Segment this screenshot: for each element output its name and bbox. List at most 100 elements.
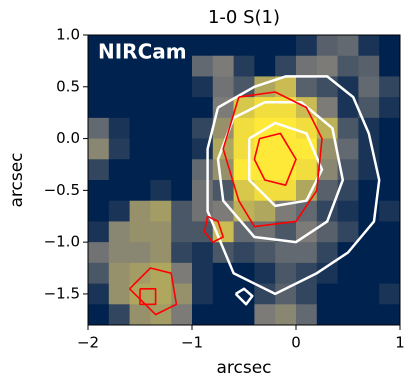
pixel xyxy=(296,304,318,326)
pixel xyxy=(358,76,380,98)
pixel xyxy=(296,117,318,140)
pixel xyxy=(192,283,214,305)
y-axis-label: arcsec xyxy=(7,152,27,207)
pixel xyxy=(233,117,255,140)
pixel xyxy=(296,200,318,222)
pixel xyxy=(192,97,214,119)
pixel xyxy=(296,159,318,181)
pixel xyxy=(296,180,318,202)
pixel xyxy=(171,200,193,222)
x-tick-label: −1 xyxy=(181,334,203,352)
pixel xyxy=(358,138,380,160)
pixel xyxy=(88,35,110,57)
pixel xyxy=(379,242,401,264)
pixel xyxy=(108,35,131,57)
pixel xyxy=(233,159,255,181)
pixel xyxy=(150,221,172,243)
pixel xyxy=(316,262,339,285)
pixel xyxy=(358,283,380,305)
pixel xyxy=(275,159,297,181)
pixel xyxy=(129,55,151,77)
pixel xyxy=(88,283,110,305)
pixel xyxy=(275,242,297,264)
x-tick-label: 0 xyxy=(291,334,301,352)
y-tick-label: −0.5 xyxy=(44,181,80,199)
pixel xyxy=(192,262,214,285)
pixel xyxy=(337,283,359,305)
pixel xyxy=(296,55,318,77)
pixel xyxy=(233,180,255,202)
pixel xyxy=(129,159,151,181)
pixel xyxy=(337,35,359,57)
pixel xyxy=(358,242,380,264)
pixel xyxy=(379,117,401,140)
pixel xyxy=(337,304,359,326)
pixel xyxy=(150,55,172,77)
pixel xyxy=(108,221,131,243)
pixel xyxy=(254,138,276,160)
pixel xyxy=(171,304,193,326)
pixel xyxy=(192,35,214,57)
pixel xyxy=(275,262,297,285)
pixel xyxy=(129,35,151,57)
contour xyxy=(129,267,178,316)
pixel xyxy=(88,304,110,326)
pixel xyxy=(316,180,339,202)
pixel xyxy=(150,200,172,222)
pixel xyxy=(358,180,380,202)
pixel xyxy=(316,159,339,181)
pixel xyxy=(212,76,235,98)
pixel xyxy=(150,262,172,285)
pixel xyxy=(150,117,172,140)
pixel xyxy=(379,97,401,119)
pixel xyxy=(296,283,318,305)
pixel xyxy=(129,180,151,202)
pixel xyxy=(88,159,110,181)
pixel xyxy=(88,76,110,98)
pixel xyxy=(129,242,151,264)
pixel xyxy=(129,200,151,222)
pixel xyxy=(379,221,401,243)
pixel xyxy=(150,159,172,181)
pixel xyxy=(254,262,276,285)
pixel xyxy=(379,138,401,160)
pixel xyxy=(379,159,401,181)
pixel xyxy=(171,117,193,140)
pixel xyxy=(129,221,151,243)
pixel xyxy=(171,262,193,285)
pixel xyxy=(358,97,380,119)
chart-title: 1-0 S(1) xyxy=(208,7,280,28)
pixel xyxy=(129,262,151,285)
pixel xyxy=(233,200,255,222)
pixel xyxy=(337,76,359,98)
pixel xyxy=(108,117,131,140)
pixel xyxy=(108,97,131,119)
pixel xyxy=(108,262,131,285)
contour xyxy=(234,287,254,306)
pixel xyxy=(358,55,380,77)
pixel xyxy=(88,221,110,243)
pixel xyxy=(129,138,151,160)
pixel xyxy=(233,97,255,119)
pixel xyxy=(212,304,235,326)
pixel xyxy=(150,35,172,57)
pixel xyxy=(337,221,359,243)
pixel xyxy=(171,76,193,98)
pixel xyxy=(296,242,318,264)
pixel xyxy=(192,55,214,77)
pixel xyxy=(88,180,110,202)
pixel xyxy=(171,55,193,77)
y-tick-label: 0.5 xyxy=(56,77,80,95)
pixel xyxy=(150,283,172,305)
pixel xyxy=(254,55,276,77)
pixel xyxy=(233,242,255,264)
contour xyxy=(222,91,323,228)
contour xyxy=(203,215,224,243)
pixel xyxy=(212,180,235,202)
pixel xyxy=(108,283,131,305)
pixel xyxy=(129,76,151,98)
pixel xyxy=(88,138,110,160)
pixel xyxy=(233,76,255,98)
pixel xyxy=(275,76,297,98)
pixel xyxy=(358,159,380,181)
